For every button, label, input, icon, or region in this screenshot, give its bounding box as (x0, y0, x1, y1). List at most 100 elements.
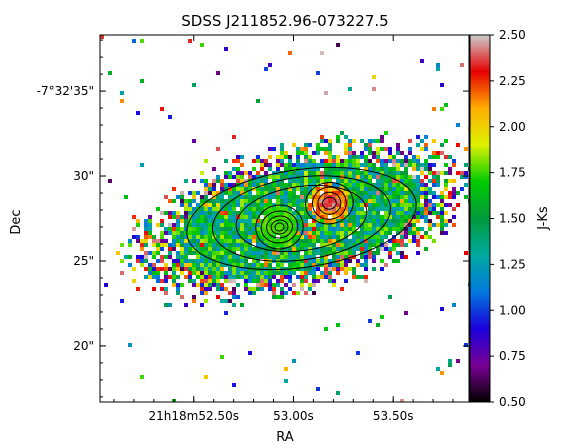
color-pixel (252, 271, 256, 275)
color-pixel (184, 227, 188, 231)
color-pixel (188, 247, 192, 251)
color-pixel (328, 203, 332, 207)
color-pixel (304, 179, 308, 183)
color-pixel (384, 211, 388, 215)
color-pixel (260, 199, 264, 203)
color-pixel (456, 191, 460, 195)
color-pixel (264, 279, 268, 283)
color-pixel (192, 271, 196, 275)
color-pixel (208, 255, 212, 259)
color-pixel (224, 287, 228, 291)
color-pixel (216, 179, 220, 183)
color-pixel (400, 255, 404, 259)
color-pixel (356, 215, 360, 219)
color-pixel (340, 195, 344, 199)
color-pixel (428, 199, 432, 203)
color-pixel (316, 207, 320, 211)
color-pixel (220, 275, 224, 279)
color-pixel (368, 191, 372, 195)
color-pixel (164, 291, 168, 295)
colorbar-ticks: 0.500.751.001.251.501.752.002.252.50 (490, 28, 526, 409)
color-pixel (340, 131, 344, 135)
color-pixel (188, 267, 192, 271)
color-pixel (300, 223, 304, 227)
color-pixel (284, 231, 288, 235)
color-pixel (280, 175, 284, 179)
color-pixel (348, 151, 352, 155)
color-pixel (236, 263, 240, 267)
color-pixel (208, 207, 212, 211)
color-pixel (384, 215, 388, 219)
color-pixel (176, 291, 180, 295)
color-pixel (464, 163, 468, 167)
color-pixel (188, 227, 192, 231)
color-pixel (208, 271, 212, 275)
color-pixel (384, 131, 388, 135)
color-pixel (416, 159, 420, 163)
color-pixel (244, 259, 248, 263)
color-pixel (288, 243, 292, 247)
color-pixel (312, 199, 316, 203)
color-pixel (180, 271, 184, 275)
color-pixel (328, 191, 332, 195)
color-pixel (272, 223, 276, 227)
color-pixel (388, 199, 392, 203)
color-pixel (396, 215, 400, 219)
color-pixel (148, 231, 152, 235)
color-pixel (328, 279, 332, 283)
color-pixel (288, 279, 292, 283)
color-pixel (260, 239, 264, 243)
color-pixel (440, 171, 444, 175)
color-pixel (160, 287, 164, 291)
color-pixel (436, 183, 440, 187)
color-pixel (244, 227, 248, 231)
color-pixel (188, 199, 192, 203)
color-pixel (160, 267, 164, 271)
color-pixel (400, 239, 404, 243)
color-pixel (348, 227, 352, 231)
color-pixel (128, 255, 132, 259)
color-pixel (392, 211, 396, 215)
color-pixel (416, 167, 420, 171)
color-pixel (148, 227, 152, 231)
color-pixel (412, 235, 416, 239)
color-pixel (280, 155, 284, 159)
color-pixel (304, 231, 308, 235)
color-pixel (248, 227, 252, 231)
color-pixel (152, 255, 156, 259)
color-pixel (352, 155, 356, 159)
color-pixel (336, 179, 340, 183)
color-pixel (376, 247, 380, 251)
color-pixel (216, 243, 220, 247)
color-pixel (240, 275, 244, 279)
y-tick-label: 20" (73, 339, 94, 353)
color-pixel (188, 239, 192, 243)
color-pixel (380, 195, 384, 199)
color-pixel (448, 191, 452, 195)
color-pixel (212, 279, 216, 283)
color-pixel (344, 227, 348, 231)
color-pixel (364, 223, 368, 227)
color-pixel (388, 183, 392, 187)
color-pixel (348, 251, 352, 255)
color-pixel (232, 167, 236, 171)
color-pixel (416, 203, 420, 207)
color-pixel (300, 187, 304, 191)
color-pixel (344, 147, 348, 151)
color-pixel (436, 367, 440, 371)
color-pixel (340, 219, 344, 223)
color-pixel (380, 191, 384, 195)
color-pixel (188, 259, 192, 263)
color-pixel (352, 163, 356, 167)
color-pixel (412, 155, 416, 159)
color-pixel (236, 199, 240, 203)
color-pixel (272, 219, 276, 223)
color-pixel (192, 139, 196, 143)
color-pixel (296, 203, 300, 207)
color-pixel (452, 187, 456, 191)
color-pixel (424, 163, 428, 167)
color-pixel (288, 219, 292, 223)
color-pixel (332, 283, 336, 287)
color-pixel (304, 263, 308, 267)
colorbar-tick-label: 1.00 (499, 303, 526, 317)
